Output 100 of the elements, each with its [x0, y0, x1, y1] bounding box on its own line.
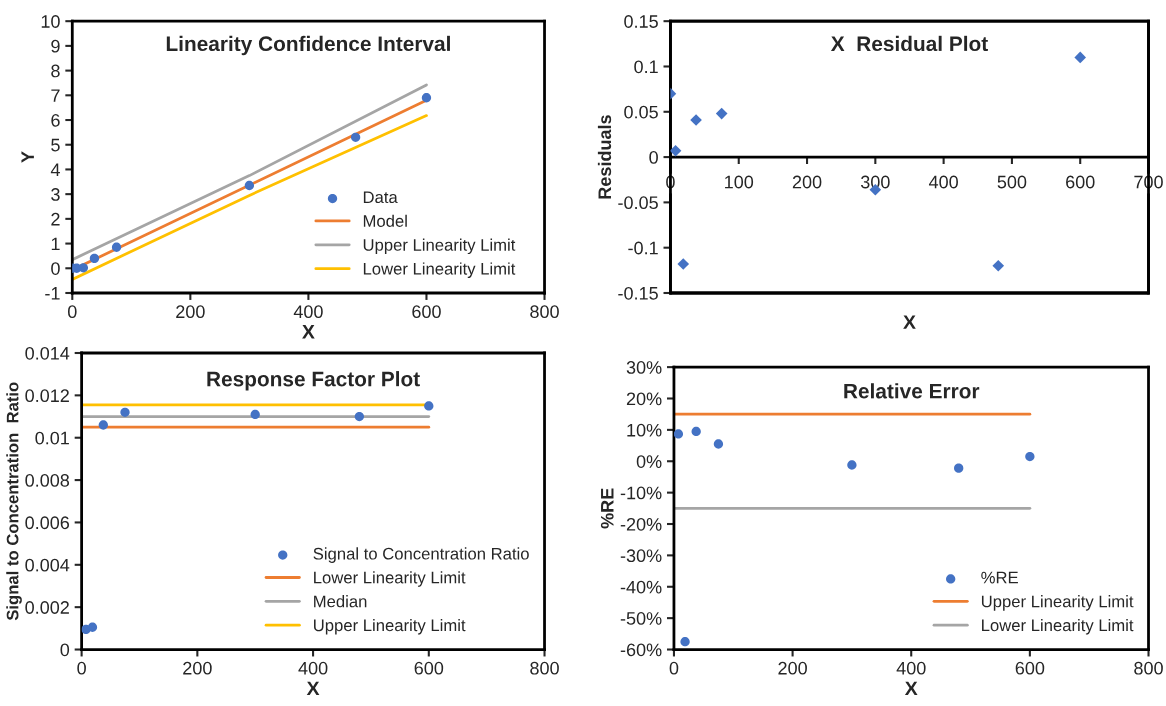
y-tick-label: 3 [51, 188, 60, 201]
y-tick-label: -50% [620, 612, 662, 625]
point [713, 439, 724, 449]
point [350, 132, 361, 142]
x-tick-label: 400 [896, 661, 926, 675]
point [421, 93, 432, 103]
y-tick-label: -10% [620, 486, 662, 500]
y-tick-label: -0.1 [628, 241, 658, 255]
point [89, 253, 100, 264]
x-tick-label: 0 [77, 661, 86, 675]
y-axis-title: Signal to Concentration Ratio [6, 382, 22, 621]
point [98, 420, 108, 430]
y-tick-label: 0.006 [25, 516, 70, 530]
y-tick-label: -20% [620, 517, 662, 531]
y-tick-label: 0.05 [624, 105, 658, 119]
text: Response Factor Plot [207, 371, 420, 391]
y-tick-label: 7 [51, 89, 60, 102]
x-tick-label: 500 [997, 175, 1027, 189]
y-tick-label: 0 [60, 643, 70, 657]
point [244, 180, 255, 191]
x-tick-label: 400 [298, 661, 328, 675]
x-axis-title: X [306, 681, 320, 696]
y-tick-label: 0.012 [25, 389, 69, 403]
x-axis-title: X [904, 681, 918, 696]
x-tick-label: 600 [1066, 175, 1095, 189]
point [677, 258, 690, 270]
y-tick-label: 1 [51, 237, 60, 251]
y-tick-label: 8 [51, 64, 60, 78]
x-tick-label: 400 [928, 175, 958, 189]
y-tick-label: 0.15 [624, 15, 658, 28]
legend-label: Lower Linearity Limit [314, 571, 466, 587]
x-tick-label: 0 [669, 661, 679, 675]
x-tick-label: 600 [414, 661, 444, 675]
point [691, 426, 701, 437]
x-axis-title: X [302, 325, 315, 339]
x-tick-label: 200 [792, 175, 822, 189]
y-tick-label: 0.004 [25, 558, 70, 572]
y-tick-label: 0.008 [25, 474, 70, 487]
point [354, 411, 365, 422]
legend-label: Upper Linearity Limit [981, 595, 1134, 611]
legend-label: Lower Linearity Limit [982, 618, 1134, 635]
x-axis-title: X [903, 315, 916, 329]
y-tick-label: 10 [41, 15, 60, 28]
point [87, 622, 98, 632]
point [111, 242, 122, 252]
y-tick-label: 30% [626, 361, 662, 374]
y-tick-label: 0.002 [25, 601, 69, 614]
legend-label: Median [314, 595, 367, 608]
y-tick-label: -1 [45, 287, 60, 300]
y-tick-label: 2 [51, 212, 60, 226]
point [670, 144, 682, 157]
point [78, 263, 89, 273]
y-tick-label: -0.05 [618, 196, 658, 210]
legend-label: Data [363, 191, 398, 204]
text: X Residual Plot [830, 35, 988, 52]
point [954, 463, 964, 473]
y-tick-label: 10% [627, 423, 662, 437]
y-tick-label: 6 [51, 113, 60, 127]
x-tick-label: 300 [860, 175, 890, 189]
x-tick-label: 800 [1134, 661, 1163, 675]
y-axis-title: Y [21, 151, 34, 163]
point [715, 107, 728, 120]
y-axis-title: Residuals [597, 115, 612, 199]
y-tick-label: 4 [50, 163, 60, 176]
point [424, 401, 434, 411]
x-tick-label: 200 [176, 305, 205, 319]
y-tick-label: -30% [620, 549, 662, 563]
y-tick-label: 9 [51, 39, 60, 53]
y-tick-label: 0.1 [634, 60, 658, 74]
x-tick-label: 800 [530, 305, 559, 319]
x-tick-label: 200 [183, 661, 212, 675]
legend-label: Lower Linearity Limit [363, 262, 516, 278]
legend-label: %RE [981, 571, 1018, 584]
y-tick-label: 0 [649, 151, 658, 164]
y-tick-label: 0 [51, 262, 60, 275]
text: Relative Error [844, 383, 980, 399]
y-tick-label: -40% [620, 580, 662, 594]
y-tick-label: 5 [51, 138, 60, 152]
point [847, 460, 857, 470]
point [673, 429, 684, 439]
legend-label: Signal to Concentration Ratio [313, 547, 529, 563]
legend-label: Upper Linearity Limit [363, 238, 516, 255]
y-axis-title: %RE [600, 488, 614, 529]
point [250, 409, 260, 420]
point [1074, 51, 1087, 64]
legend-label: Upper Linearity Limit [314, 618, 466, 635]
y-tick-label: 20% [626, 392, 662, 406]
legend-label: Model [363, 214, 407, 227]
x-tick-label: 600 [412, 305, 441, 319]
point [992, 260, 1005, 272]
x-tick-label: 100 [725, 175, 754, 189]
y-tick-label: 0% [636, 455, 662, 468]
y-tick-label: 0.014 [25, 346, 70, 360]
x-tick-label: 600 [1015, 661, 1045, 675]
x-tick-label: 800 [530, 661, 559, 675]
text: Linearity Confidence Interval [166, 35, 450, 56]
x-tick-label: 400 [293, 305, 323, 319]
point [680, 637, 690, 647]
y-tick-label: 0.01 [35, 431, 69, 445]
point [120, 407, 130, 417]
